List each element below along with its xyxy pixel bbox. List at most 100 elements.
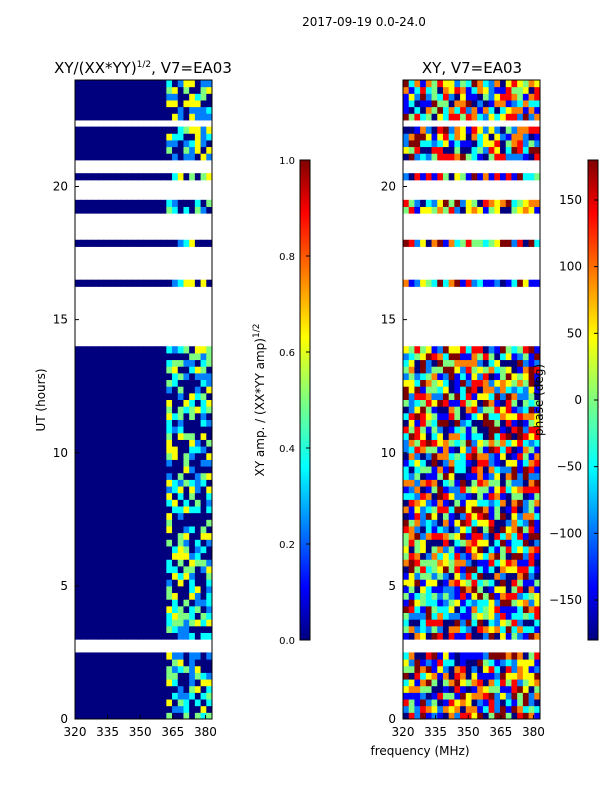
heatmap-cell bbox=[494, 366, 501, 374]
heatmap-cell bbox=[132, 153, 139, 161]
heatmap-cell bbox=[482, 93, 490, 101]
heatmap-cell bbox=[522, 679, 530, 687]
heatmap-cell bbox=[471, 379, 478, 387]
heatmap-cell bbox=[425, 80, 433, 88]
heatmap-cell bbox=[471, 206, 478, 214]
heatmap-cell bbox=[408, 492, 415, 500]
heatmap-cell bbox=[408, 206, 415, 214]
heatmap-cell bbox=[80, 539, 87, 547]
heatmap-cell bbox=[114, 452, 122, 460]
heatmap-cell bbox=[154, 352, 162, 361]
heatmap-cell bbox=[114, 466, 122, 474]
heatmap-cell bbox=[425, 279, 433, 287]
heatmap-cell bbox=[442, 466, 450, 474]
heatmap-cell bbox=[425, 419, 433, 427]
heatmap-cell bbox=[206, 499, 213, 507]
heatmap-cell bbox=[80, 525, 87, 534]
heatmap-cell bbox=[183, 352, 190, 361]
heatmap-cell bbox=[482, 86, 490, 94]
heatmap-cell bbox=[132, 659, 139, 667]
heatmap-cell bbox=[143, 605, 150, 613]
heatmap-cell bbox=[177, 652, 184, 660]
heatmap-cell bbox=[511, 452, 518, 460]
heatmap-cell bbox=[448, 173, 455, 181]
heatmap-cell bbox=[403, 80, 410, 88]
heatmap-cell bbox=[425, 126, 433, 134]
heatmap-cell bbox=[528, 93, 535, 101]
heatmap-cell bbox=[460, 525, 467, 534]
heatmap-cell bbox=[75, 106, 82, 114]
heatmap-cell bbox=[183, 359, 190, 367]
heatmap-cell bbox=[160, 605, 167, 613]
heatmap-cell bbox=[137, 459, 144, 467]
heatmap-cell bbox=[522, 479, 530, 487]
heatmap-cell bbox=[137, 399, 144, 407]
heatmap-cell bbox=[494, 113, 501, 121]
heatmap-cell bbox=[183, 479, 190, 487]
heatmap-cell bbox=[97, 652, 105, 660]
heatmap-cell bbox=[86, 432, 93, 440]
heatmap-cell bbox=[522, 545, 530, 554]
heatmap-cell bbox=[177, 559, 184, 567]
heatmap-cell bbox=[534, 452, 541, 460]
heatmap-cell bbox=[414, 552, 421, 560]
heatmap-cell bbox=[149, 133, 156, 141]
heatmap-cell bbox=[403, 359, 410, 367]
heatmap-cell bbox=[403, 113, 410, 121]
heatmap-cell bbox=[528, 133, 535, 141]
heatmap-cell bbox=[154, 199, 162, 207]
heatmap-cell bbox=[137, 632, 144, 640]
heatmap-cell bbox=[420, 446, 427, 454]
heatmap-cell bbox=[189, 93, 196, 101]
heatmap-cell bbox=[75, 672, 82, 680]
heatmap-cell bbox=[120, 506, 127, 514]
heatmap-cell bbox=[408, 439, 415, 447]
heatmap-cell bbox=[189, 239, 196, 247]
heatmap-cell bbox=[494, 106, 501, 114]
heatmap-cell bbox=[505, 659, 512, 667]
heatmap-cell bbox=[183, 652, 190, 660]
heatmap-cell bbox=[206, 712, 213, 720]
heatmap-cell bbox=[482, 392, 490, 400]
heatmap-cell bbox=[177, 519, 184, 527]
heatmap-cell bbox=[534, 486, 541, 494]
heatmap-cell bbox=[471, 446, 478, 454]
heatmap-cell bbox=[120, 446, 127, 454]
heatmap-cell bbox=[183, 625, 190, 633]
heatmap-cell bbox=[403, 459, 410, 467]
heatmap-cell bbox=[482, 80, 490, 88]
heatmap-cell bbox=[92, 446, 99, 454]
heatmap-cell bbox=[177, 439, 184, 447]
heatmap-cell bbox=[425, 472, 433, 480]
heatmap-cell bbox=[420, 439, 427, 447]
heatmap-cell bbox=[528, 419, 535, 427]
heatmap-cell bbox=[482, 439, 490, 447]
y-tick-label: 20 bbox=[53, 180, 68, 194]
heatmap-cell bbox=[408, 352, 415, 361]
heatmap-cell bbox=[460, 585, 467, 594]
heatmap-cell bbox=[143, 126, 150, 134]
heatmap-cell bbox=[166, 605, 173, 613]
heatmap-cell bbox=[154, 126, 162, 134]
heatmap-cell bbox=[517, 379, 524, 387]
heatmap-cell bbox=[437, 492, 444, 500]
heatmap-cell bbox=[149, 492, 156, 500]
heatmap-cell bbox=[522, 612, 530, 620]
heatmap-cell bbox=[511, 592, 518, 600]
heatmap-cell bbox=[442, 446, 450, 454]
heatmap-cell bbox=[437, 459, 444, 467]
heatmap-cell bbox=[454, 199, 461, 207]
heatmap-cell bbox=[75, 426, 82, 434]
heatmap-cell bbox=[414, 699, 421, 707]
heatmap-cell bbox=[420, 705, 427, 713]
heatmap-cell bbox=[137, 612, 144, 620]
heatmap-cell bbox=[183, 585, 190, 594]
heatmap-cell bbox=[477, 412, 484, 420]
heatmap-cell bbox=[505, 512, 512, 520]
heatmap-cell bbox=[92, 93, 99, 101]
heatmap-cell bbox=[454, 519, 461, 527]
heatmap-cell bbox=[183, 559, 190, 567]
heatmap-cell bbox=[414, 133, 421, 141]
heatmap-cell bbox=[425, 605, 433, 613]
heatmap-cell bbox=[194, 652, 202, 660]
